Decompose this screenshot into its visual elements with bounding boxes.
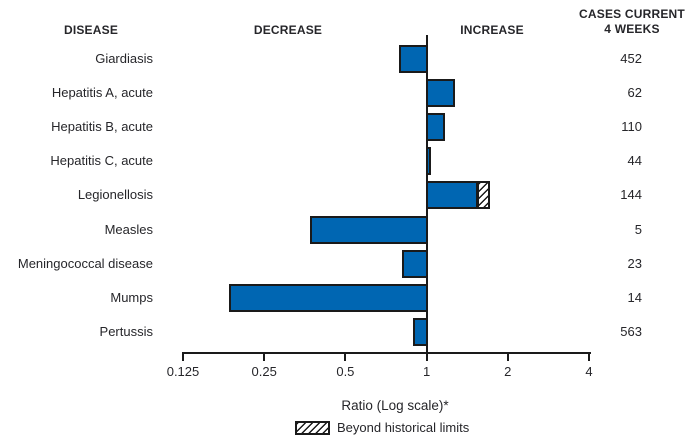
cases-value: 44 bbox=[627, 153, 642, 169]
disease-label: Legionellosis bbox=[77, 187, 153, 203]
column-header-increase: INCREASE bbox=[460, 23, 524, 37]
ratio-bar bbox=[425, 113, 445, 142]
disease-label: Mumps bbox=[110, 289, 153, 305]
cases-value: 563 bbox=[620, 323, 642, 339]
ratio-bar bbox=[310, 215, 428, 244]
ratio-bar bbox=[401, 249, 428, 278]
x-axis-tick bbox=[182, 352, 184, 361]
x-axis-label: Ratio (Log scale)* bbox=[341, 398, 449, 413]
beyond-historical-limits-swatch bbox=[295, 420, 330, 435]
x-axis-line bbox=[183, 352, 591, 354]
cases-value: 23 bbox=[627, 255, 642, 271]
disease-label: Pertussis bbox=[99, 323, 153, 339]
column-header-decrease: DECREASE bbox=[253, 23, 323, 37]
x-axis-tick-label: 0.5 bbox=[336, 364, 355, 379]
disease-label: Hepatitis B, acute bbox=[51, 119, 153, 135]
x-axis-tick-label: 4 bbox=[585, 364, 593, 379]
x-axis-tick bbox=[588, 352, 590, 361]
ratio-bar bbox=[412, 317, 428, 346]
ratio-bar bbox=[425, 147, 432, 176]
ratio-bar bbox=[425, 181, 478, 210]
disease-label: Meningococcal disease bbox=[17, 255, 153, 271]
cases-value: 5 bbox=[634, 221, 642, 237]
beyond-historical-limits-segment bbox=[476, 181, 491, 210]
x-axis-tick bbox=[344, 352, 347, 361]
x-axis-tick-label: 2 bbox=[504, 364, 512, 379]
column-header-cases-line2: 4 WEEKS bbox=[604, 22, 660, 36]
legend: Beyond historical limits bbox=[295, 420, 469, 435]
cases-value: 14 bbox=[627, 289, 642, 305]
disease-label: Giardiasis bbox=[95, 51, 153, 66]
cases-value: 144 bbox=[620, 187, 642, 203]
column-header-cases-line1: CASES CURRENT bbox=[579, 7, 685, 21]
column-header-disease: DISEASE bbox=[63, 23, 119, 37]
disease-label: Measles bbox=[104, 221, 153, 237]
x-axis-tick-label: 1 bbox=[422, 364, 431, 379]
x-axis-tick bbox=[263, 352, 266, 361]
ratio-bar bbox=[398, 45, 428, 73]
cases-value: 62 bbox=[627, 85, 642, 101]
ratio-bar bbox=[425, 79, 455, 108]
disease-label: Hepatitis C, acute bbox=[50, 153, 153, 169]
legend-label: Beyond historical limits bbox=[337, 420, 470, 435]
cases-value: 110 bbox=[621, 119, 642, 135]
cases-value: 452 bbox=[620, 51, 642, 66]
ratio-bar bbox=[228, 283, 428, 312]
x-axis-tick bbox=[425, 352, 428, 361]
x-axis-tick-label: 0.25 bbox=[251, 364, 277, 379]
x-axis-tick-label: 0.125 bbox=[166, 364, 200, 379]
x-axis-tick bbox=[506, 352, 509, 361]
column-header-cases: CASES CURRENT 4 WEEKS bbox=[570, 7, 694, 37]
disease-label: Hepatitis A, acute bbox=[51, 85, 153, 101]
